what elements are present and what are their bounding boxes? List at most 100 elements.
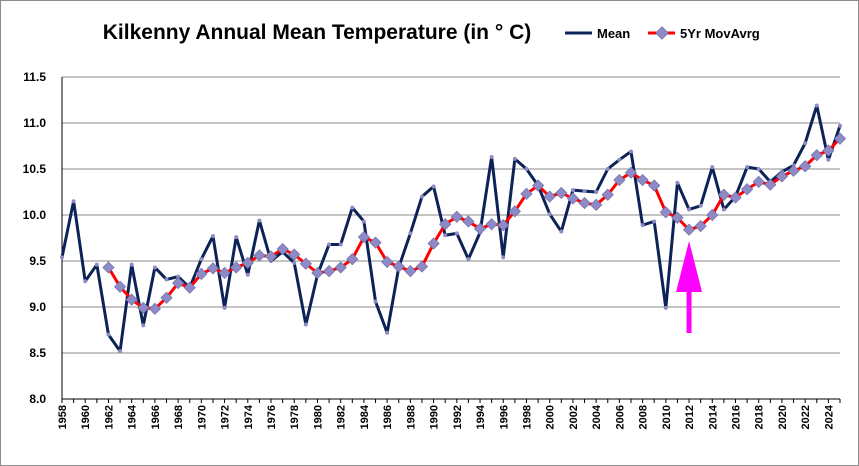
- moving-average-point: [497, 219, 510, 232]
- mean-point: [838, 123, 842, 128]
- moving-average-point: [566, 192, 580, 205]
- moving-average-point: [322, 265, 336, 278]
- y-axis-tick-labels: 8.0 8.5 9.0 9.5 10.0 10.5 11.0 11.5: [23, 70, 47, 406]
- moving-average-point: [404, 265, 417, 278]
- moving-average-point: [810, 149, 823, 162]
- moving-average-point: [648, 179, 661, 192]
- annotation-arrow: [676, 241, 703, 333]
- mean-point: [60, 255, 64, 260]
- legend-item-moving-average: 5Yr MovAvrg: [648, 26, 760, 41]
- x-tick-label: 1978: [289, 405, 301, 429]
- moving-average-point: [183, 281, 196, 294]
- moving-average-point: [833, 132, 847, 145]
- x-tick-label: 1984: [359, 404, 371, 429]
- x-tick-label: 1958: [57, 405, 69, 429]
- moving-average-point: [555, 186, 568, 200]
- mean-point: [129, 262, 134, 267]
- mean-point: [559, 229, 564, 234]
- gridlines: [62, 76, 840, 354]
- x-tick-label: 1986: [382, 405, 394, 429]
- x-tick-label: 2022: [800, 405, 812, 429]
- mean-point: [152, 265, 157, 270]
- legend-movavg-marker: [655, 26, 669, 40]
- mean-point: [570, 188, 575, 193]
- moving-average-point: [148, 302, 161, 315]
- moving-average-point: [706, 208, 719, 222]
- moving-average-point: [822, 144, 835, 157]
- x-tick-label: 1968: [173, 405, 185, 429]
- x-tick-label: 1970: [196, 405, 208, 429]
- moving-average-point: [241, 256, 254, 269]
- moving-average-point: [206, 262, 220, 275]
- mean-point: [756, 167, 761, 171]
- mean-point: [628, 149, 633, 154]
- moving-average-point: [195, 267, 208, 280]
- moving-average-point: [125, 293, 138, 306]
- mean-point: [745, 165, 750, 170]
- moving-average-point: [590, 198, 603, 211]
- moving-average-point: [450, 210, 463, 223]
- moving-average-point: [694, 219, 707, 233]
- x-tick-label: 1994: [475, 404, 487, 429]
- x-tick-label: 2002: [568, 405, 580, 429]
- legend: Mean 5Yr MovAvrg: [565, 26, 760, 41]
- mean-point: [292, 260, 297, 265]
- moving-average-point: [288, 248, 301, 261]
- x-tick-label: 2014: [707, 404, 719, 429]
- moving-average-point: [578, 196, 591, 210]
- y-tick-label: 10.5: [23, 162, 47, 176]
- series-layer: [60, 103, 847, 354]
- moving-average-point: [264, 250, 278, 263]
- x-tick-label: 2006: [614, 405, 626, 429]
- chart-title: Kilkenny Annual Mean Temperature (in ° C…: [103, 21, 531, 44]
- mean-point: [385, 330, 390, 335]
- mean-point: [826, 157, 831, 162]
- moving-average-point: [172, 276, 185, 290]
- moving-average-point: [218, 266, 231, 280]
- mean-point: [373, 299, 378, 304]
- moving-average-point: [253, 249, 266, 262]
- moving-average-point: [682, 223, 696, 236]
- x-tick-label: 1988: [405, 405, 417, 429]
- mean-point: [803, 141, 808, 146]
- x-tick-label: 1964: [127, 404, 139, 429]
- x-tick-label: 1982: [336, 405, 348, 429]
- mean-point: [222, 305, 227, 310]
- moving-average-point: [462, 215, 475, 228]
- mean-point: [234, 235, 239, 240]
- x-tick-label: 1990: [429, 405, 441, 429]
- moving-average-point: [764, 178, 777, 191]
- mean-point: [489, 155, 494, 160]
- x-tick-label: 1980: [312, 405, 324, 429]
- y-tick-label: 9.5: [29, 254, 46, 268]
- mean-point: [652, 219, 657, 224]
- moving-average-point: [276, 242, 289, 256]
- x-tick-label: 1976: [266, 405, 278, 429]
- mean-point: [94, 262, 99, 267]
- moving-average-point: [439, 218, 452, 231]
- legend-item-mean: Mean: [565, 26, 630, 41]
- mean-point: [721, 207, 726, 212]
- moving-average-point: [160, 291, 173, 304]
- legend-movavg-label: 5Yr MovAvrg: [680, 26, 760, 41]
- series-line-mean: [60, 104, 842, 353]
- mean-point: [257, 218, 262, 223]
- mean-point: [605, 167, 610, 171]
- moving-average-point: [636, 173, 649, 187]
- x-tick-label: 2020: [777, 405, 789, 429]
- moving-average-point: [717, 188, 730, 201]
- moving-average-point: [299, 257, 312, 270]
- y-tick-label: 8.0: [29, 392, 46, 406]
- moving-average-point: [520, 187, 533, 200]
- moving-average-point: [532, 179, 545, 192]
- legend-mean-label: Mean: [597, 26, 630, 41]
- mean-point: [141, 323, 146, 328]
- mean-point: [710, 165, 715, 170]
- moving-average-point: [346, 253, 359, 266]
- axes: [61, 77, 841, 403]
- x-tick-label: 1962: [103, 405, 115, 429]
- moving-average-point: [369, 236, 382, 249]
- mean-point: [419, 194, 424, 199]
- x-tick-label: 2016: [730, 405, 742, 429]
